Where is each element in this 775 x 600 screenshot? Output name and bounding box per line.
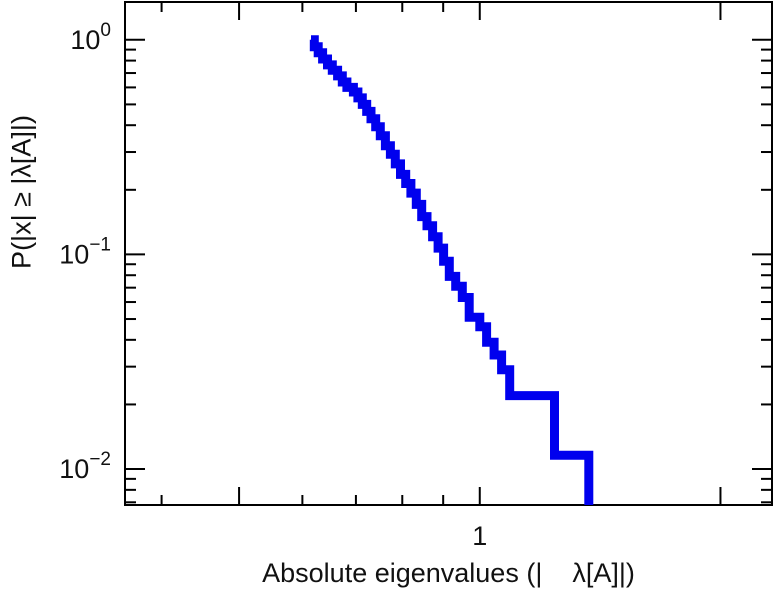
plot-frame: [124, 1, 773, 506]
y-axis-label: P(|x| ≥ |λ[A]|): [6, 115, 37, 269]
y-tick-label: 10−2: [59, 449, 111, 484]
x-axis-label: Absolute eigenvalues (| λ[A]|): [262, 558, 635, 588]
ccdf-curve: [309, 35, 594, 505]
y-tick-label: 100: [70, 20, 111, 55]
y-tick-label: 10−1: [59, 234, 111, 269]
x-tick-label: 1: [472, 521, 487, 551]
